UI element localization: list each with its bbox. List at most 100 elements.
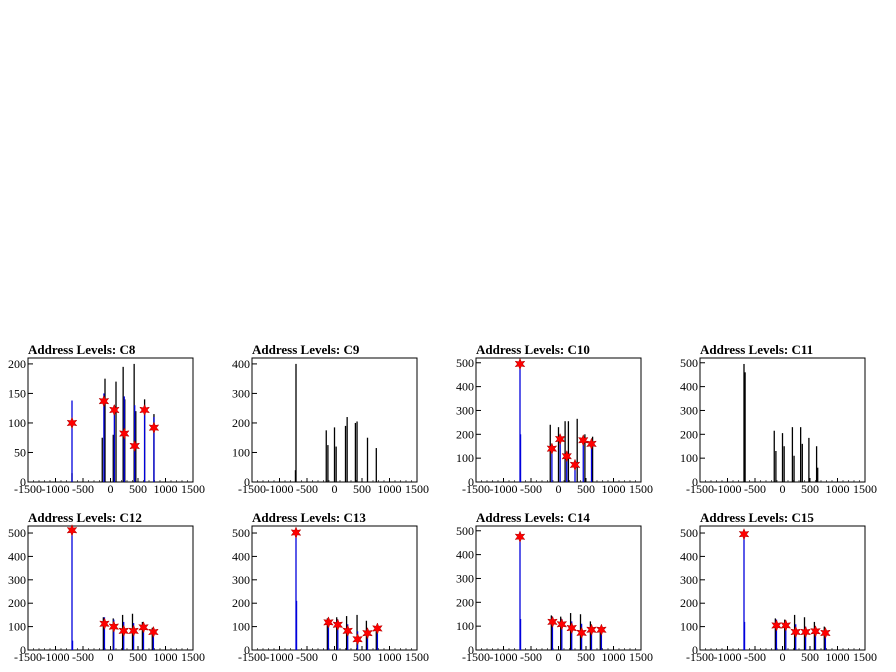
peak-marker (372, 622, 383, 635)
peak-marker (148, 421, 160, 434)
x-tick-label: -500 (520, 482, 542, 496)
chart-panel: Address Levels: C12 -1500 -1000 -500 0 500 100… (8, 510, 205, 664)
plot-frame (699, 525, 866, 651)
x-tick-label: -500 (744, 482, 766, 496)
x-tick-label: -1000 (490, 482, 518, 496)
y-tick-label: 150 (8, 386, 26, 400)
chart-title: Address Levels: C14 (476, 510, 590, 525)
x-tick-label: -1000 (266, 482, 294, 496)
x-tick-label: 1500 (181, 482, 205, 496)
peak-marker (128, 624, 139, 637)
x-tick-label: -500 (744, 650, 766, 664)
chart-title: Address Levels: C13 (252, 510, 366, 525)
peak-marker (332, 618, 344, 631)
peak-marker (576, 626, 587, 639)
x-tick-label: -1500 (238, 650, 266, 664)
peak-marker (108, 620, 120, 633)
peak-marker (362, 627, 373, 640)
peak-marker (780, 619, 792, 632)
plot-frame (27, 525, 194, 651)
peak-marker (342, 624, 354, 637)
x-tick-label: 500 (577, 650, 595, 664)
peak-marker (556, 618, 568, 631)
chart-title: Address Levels: C15 (700, 510, 814, 525)
y-tick-label: 0 (468, 475, 474, 489)
y-tick-label: 400 (680, 380, 698, 394)
y-tick-label: 200 (680, 596, 698, 610)
y-tick-label: 0 (244, 475, 250, 489)
x-tick-label: -500 (72, 650, 94, 664)
y-tick-label: 300 (232, 573, 250, 587)
chart-title: Address Levels: C9 (252, 342, 360, 357)
peak-marker (148, 625, 159, 639)
x-tick-label: -1000 (714, 650, 742, 664)
x-tick-label: -1000 (714, 482, 742, 496)
chart-title: Address Levels: C12 (28, 510, 142, 525)
x-tick-label: 1500 (405, 650, 429, 664)
y-tick-label: 50 (14, 445, 26, 459)
y-tick-label: 100 (680, 451, 698, 465)
x-tick-label: 0 (780, 482, 786, 496)
peak-marker (514, 357, 526, 371)
y-tick-label: 400 (456, 380, 474, 394)
peak-marker (577, 434, 589, 447)
plot-frame (475, 525, 642, 651)
x-tick-label: -1500 (14, 482, 42, 496)
y-tick-label: 100 (456, 619, 474, 633)
x-tick-label: 1000 (378, 650, 402, 664)
y-tick-label: 100 (232, 620, 250, 634)
peak-marker (547, 615, 558, 629)
peak-marker (546, 442, 558, 455)
y-tick-label: 400 (232, 357, 250, 371)
peak-marker (771, 619, 782, 632)
x-tick-label: -500 (520, 650, 542, 664)
y-tick-label: 300 (680, 573, 698, 587)
x-tick-label: 500 (577, 482, 595, 496)
x-tick-label: 0 (108, 650, 114, 664)
x-tick-label: -1500 (238, 482, 266, 496)
y-tick-label: 200 (456, 595, 474, 609)
x-tick-label: 1000 (826, 650, 850, 664)
y-tick-label: 500 (8, 526, 26, 540)
y-tick-label: 200 (456, 427, 474, 441)
peak-marker (566, 621, 578, 635)
x-tick-label: -1500 (686, 650, 714, 664)
chart-panel: Address Levels: C9-1500 -1000 -500 0 500 1000… (232, 342, 429, 496)
x-tick-label: -1500 (686, 482, 714, 496)
chart-panel: Address Levels: C10 -1500 -1000 -500 0 500 100… (456, 342, 653, 496)
x-tick-label: 1000 (154, 482, 178, 496)
y-tick-label: 500 (232, 526, 250, 540)
peak-marker (790, 625, 802, 639)
x-tick-label: 500 (129, 482, 147, 496)
peak-marker (290, 526, 302, 539)
y-tick-label: 0 (20, 643, 26, 657)
peak-marker (561, 449, 573, 463)
y-tick-label: 100 (8, 620, 26, 634)
y-tick-label: 500 (680, 526, 698, 540)
x-tick-label: 500 (801, 482, 819, 496)
plot-frame (27, 357, 194, 483)
y-tick-label: 300 (456, 403, 474, 417)
x-tick-label: -1500 (14, 650, 42, 664)
plot-frame (251, 525, 418, 651)
y-tick-label: 400 (680, 549, 698, 563)
x-tick-label: 0 (780, 650, 786, 664)
peak-marker (66, 524, 78, 537)
y-tick-label: 500 (456, 356, 474, 370)
x-tick-label: 1000 (602, 650, 626, 664)
peak-marker (66, 416, 78, 430)
x-tick-label: 500 (801, 650, 819, 664)
x-tick-label: 1500 (853, 650, 877, 664)
x-tick-label: 1500 (181, 650, 205, 664)
chart-panel: Address Levels: C15 -1500 -1000 -500 0 500 100… (680, 510, 877, 664)
peak-marker (99, 617, 110, 630)
x-tick-label: 0 (332, 650, 338, 664)
x-tick-label: -1000 (42, 650, 70, 664)
y-tick-label: 0 (244, 643, 250, 657)
y-tick-label: 500 (456, 524, 474, 538)
y-tick-label: 500 (680, 356, 698, 370)
peak-marker (596, 623, 607, 636)
y-tick-label: 100 (8, 416, 26, 430)
peak-marker (586, 623, 597, 636)
